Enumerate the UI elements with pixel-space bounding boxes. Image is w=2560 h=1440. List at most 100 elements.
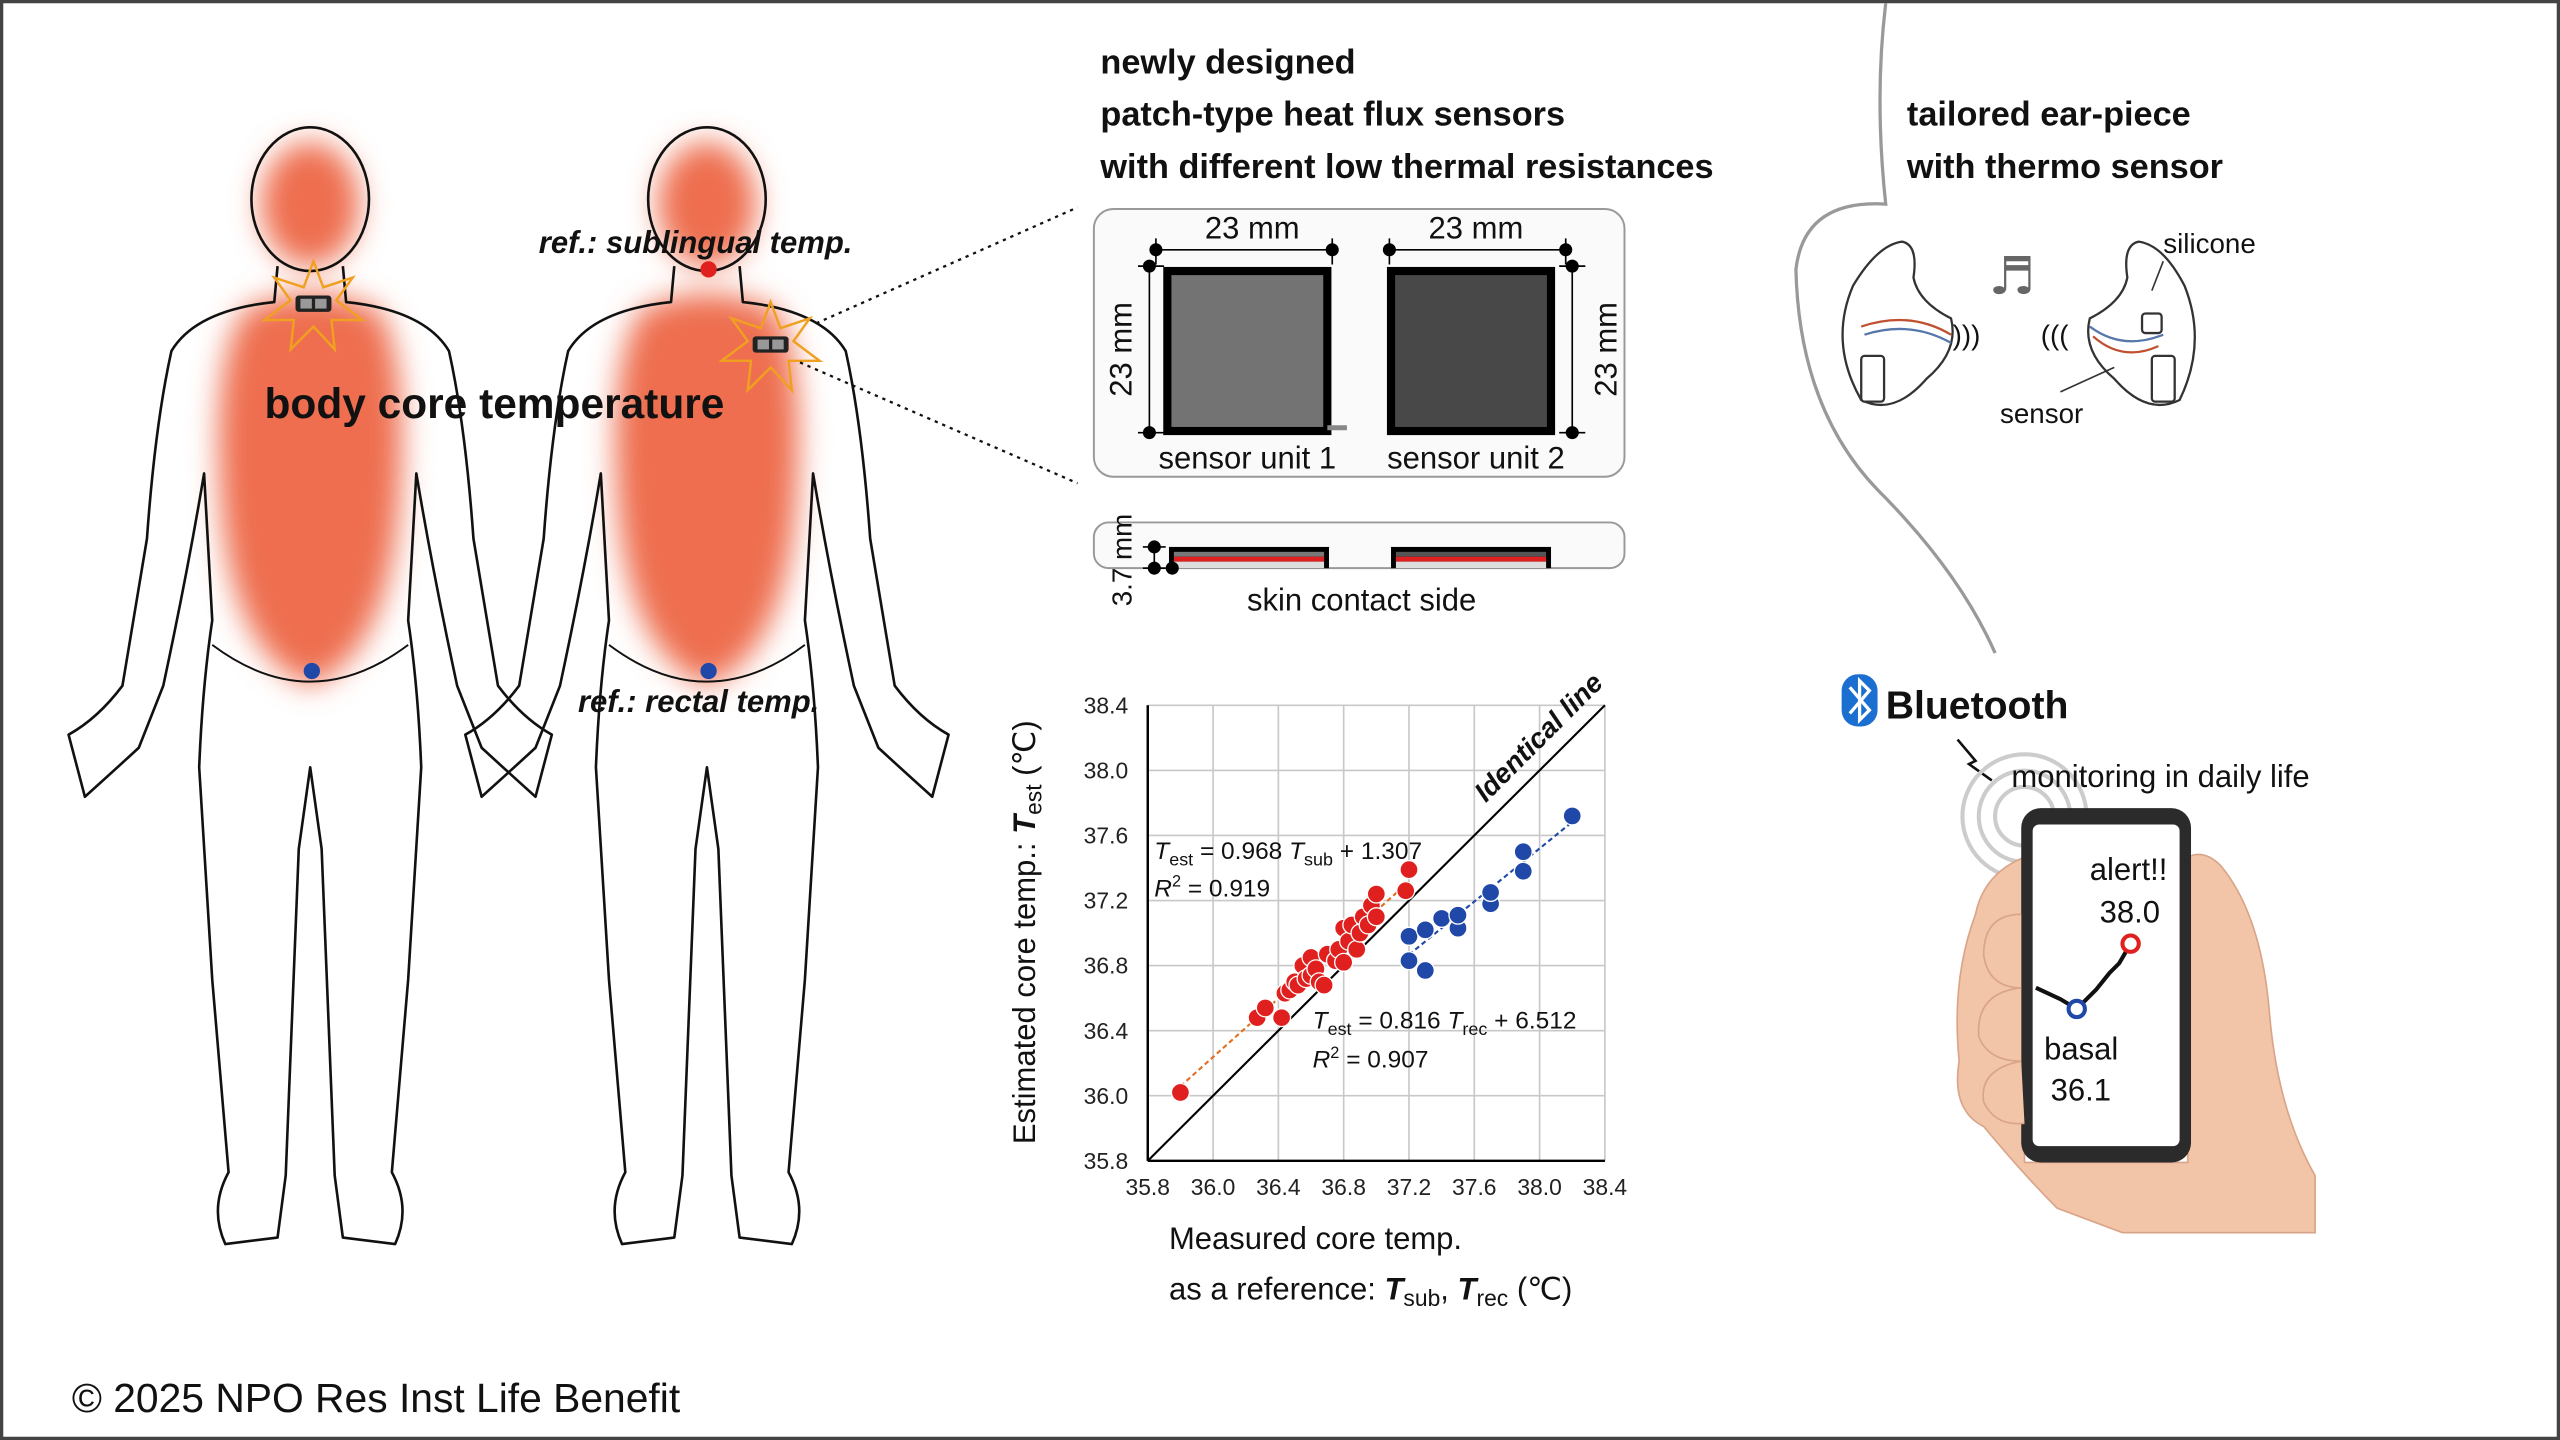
sensor-unit-2-label: sensor unit 2 <box>1387 441 1565 476</box>
thickness-label: 3.7 mm <box>1106 514 1137 607</box>
fit-line-rec <box>1408 821 1573 956</box>
alert-point <box>2120 933 2141 954</box>
earpiece-heading-line2: with thermo sensor <box>1906 148 2223 186</box>
x-tick-label: 38.0 <box>1517 1174 1561 1200</box>
point-sub <box>1255 998 1275 1018</box>
bluetooth-label: Bluetooth <box>1886 684 2069 727</box>
sensor-side-unit-2 <box>1391 546 1552 569</box>
y-tick-label: 37.6 <box>1084 823 1128 849</box>
eq-rec: Test = 0.816 Trec + 6.512 <box>1313 1008 1577 1040</box>
ref-sublingual-label: ref.: sublingual temp. <box>539 225 853 260</box>
sensor-unit-2 <box>1386 266 1556 436</box>
y-axis-label: Estimated core temp.: Test (℃) <box>1007 720 1047 1144</box>
y-tick-label: 36.4 <box>1084 1018 1129 1044</box>
skin-contact-label: skin contact side <box>1247 583 1476 618</box>
y-tick-label: 37.2 <box>1084 888 1128 914</box>
dim-width-1: 23 mm <box>1205 210 1300 245</box>
point-rec <box>1562 806 1582 826</box>
chart-ticks: 35.8 36.0 36.4 36.8 37.2 37.6 38.0 38.4 35.8 36.0… <box>1084 692 1628 1200</box>
basal-label: basal <box>2044 1032 2118 1067</box>
body-figures: body core temperature ref.: sublingual t… <box>67 126 1079 1246</box>
point-sub <box>1170 1082 1191 1103</box>
point-rec <box>1399 926 1419 946</box>
x-tick-label: 37.6 <box>1452 1174 1496 1200</box>
copyright: © 2025 NPO Res Inst Life Benefit <box>72 1375 681 1421</box>
point-rec <box>1415 960 1435 981</box>
sensor-heading-line2: patch-type heat flux sensors <box>1100 96 1565 134</box>
x-tick-label: 36.0 <box>1191 1174 1235 1200</box>
ref-rectal-label: ref.: rectal temp. <box>578 684 819 719</box>
identity-line <box>1147 704 1606 1162</box>
earpiece-heading-line1: tailored ear-piece <box>1907 96 2191 134</box>
body-title: body core temperature <box>264 380 724 427</box>
point-rec <box>1399 951 1419 971</box>
scatter-chart: 35.8 36.0 36.4 36.8 37.2 37.6 38.0 38.4 35.8 36.0… <box>1007 667 1627 1311</box>
earpiece-panel: tailored ear-piece with thermo sensor ))… <box>1794 3 2256 654</box>
data-points <box>1170 806 1582 1103</box>
point-sub <box>1399 859 1419 880</box>
phone-screen <box>2032 824 2180 1147</box>
earpiece-left <box>1841 240 1954 407</box>
basal-value: 36.1 <box>2051 1072 2111 1107</box>
sound-waves-right: ((( <box>2041 319 2069 350</box>
rectal-point-front <box>303 662 320 680</box>
monitoring-label: monitoring in daily life <box>2011 759 2309 794</box>
sensor-side-unit-1 <box>1168 546 1329 569</box>
silicone-label: silicone <box>2163 228 2256 259</box>
heat-star-icon <box>717 298 824 394</box>
sensor-heading-line3: with different low thermal resistances <box>1099 148 1713 186</box>
y-tick-label: 35.8 <box>1084 1148 1128 1174</box>
y-tick-label: 36.0 <box>1084 1083 1128 1109</box>
point-sub <box>1314 975 1334 995</box>
r2-rec: R2 = 0.907 <box>1313 1044 1429 1074</box>
dim-width-2: 23 mm <box>1429 210 1524 245</box>
temperature-trend-line <box>2035 942 2133 1012</box>
sound-waves-left: ))) <box>1953 319 1981 350</box>
sensor-heading-line1: newly designed <box>1100 43 1355 81</box>
zoom-line-top <box>815 206 1079 325</box>
x-tick-label: 38.4 <box>1583 1174 1628 1200</box>
point-sub <box>1366 907 1386 927</box>
point-sub <box>1334 952 1354 972</box>
point-sub <box>1347 939 1367 959</box>
bluetooth-icon <box>1841 674 1878 727</box>
eq-sub: Test = 0.968 Tsub + 1.307 <box>1154 838 1422 870</box>
point-rec <box>1432 908 1452 929</box>
point-rec <box>1448 905 1468 925</box>
sensor-panel: newly designed patch-type heat flux sens… <box>1092 43 1714 618</box>
point-sub <box>1396 881 1416 901</box>
hand <box>1956 853 2316 1234</box>
basal-point <box>2066 998 2087 1020</box>
heat-star-icon <box>260 257 367 353</box>
phone-panel: Bluetooth monitoring in daily life alert… <box>1841 674 2316 1234</box>
point-rec <box>1513 861 1533 881</box>
x-tick-label: 37.2 <box>1387 1174 1431 1200</box>
dim-height-2: 23 mm <box>1588 302 1623 397</box>
sublingual-point <box>700 261 717 278</box>
earpiece-right <box>2087 240 2196 407</box>
y-tick-label: 38.4 <box>1084 692 1129 718</box>
point-sub <box>1366 884 1386 904</box>
x-axis-label-line1: Measured core temp. <box>1169 1221 1462 1256</box>
y-tick-label: 36.8 <box>1084 953 1128 979</box>
r2-sub: R2 = 0.919 <box>1154 873 1270 903</box>
x-tick-label: 36.8 <box>1321 1174 1365 1200</box>
x-axis-label-line2: as a reference: Tsub, Trec (℃) <box>1169 1272 1572 1312</box>
ear-outline <box>1794 3 1997 654</box>
sensor-label: sensor <box>2000 398 2083 429</box>
dim-height-1: 23 mm <box>1103 302 1138 397</box>
sensor-unit-1 <box>1163 266 1332 436</box>
alert-value: 38.0 <box>2100 894 2160 929</box>
music-note-icon: ♬ <box>1989 247 2036 307</box>
heat-glow <box>218 142 799 686</box>
point-rec <box>1480 882 1501 903</box>
point-rec <box>1513 842 1533 862</box>
zoom-line-bottom <box>799 361 1079 485</box>
y-tick-label: 38.0 <box>1084 758 1128 784</box>
alert-label: alert!! <box>2090 852 2168 887</box>
x-tick-label: 36.4 <box>1256 1174 1301 1200</box>
hand-fingers <box>1977 913 2025 1125</box>
rectal-point-back <box>700 662 717 680</box>
point-rec <box>1415 920 1435 940</box>
